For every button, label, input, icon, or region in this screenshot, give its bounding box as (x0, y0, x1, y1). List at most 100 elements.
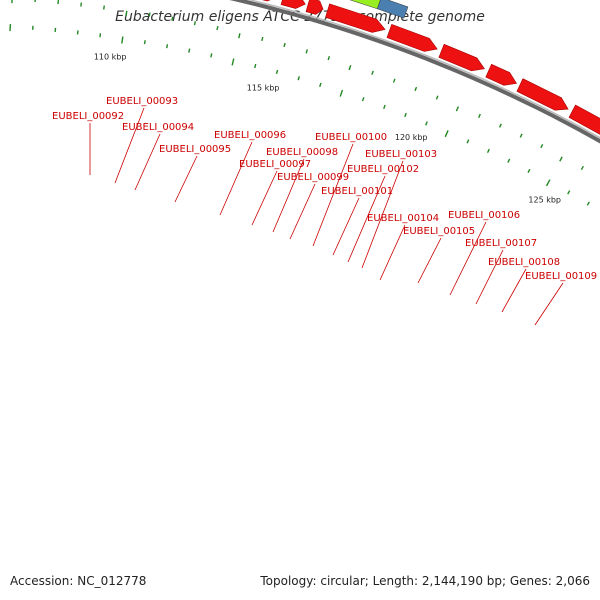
scale-tick-inner (540, 143, 544, 149)
feature-blocks-track (349, 0, 409, 19)
cds-arrow (568, 104, 600, 135)
leader-line (174, 155, 198, 203)
scale-tick-outer (166, 44, 169, 49)
gene-label: EUBELI_00092 (52, 111, 124, 122)
scale-tick-inner (348, 65, 352, 71)
scale-label: 115 kbp (247, 84, 280, 93)
cds-arrows-track (261, 0, 600, 135)
gene-label: EUBELI_00101 (321, 186, 393, 197)
scale-tick-outer (121, 36, 124, 44)
gene-label: EUBELI_00095 (159, 144, 231, 155)
leader-line (361, 160, 404, 269)
scale-tick-outer (99, 33, 102, 38)
scale-tick-outer (231, 58, 235, 66)
cds-arrow (485, 63, 517, 86)
scale-tick-inner (392, 78, 396, 83)
scale-tick-outer (297, 76, 300, 81)
label-leader-lines (89, 107, 564, 326)
scale-tick-inner (478, 113, 481, 119)
scale-tick-inner (103, 5, 105, 10)
scale-tick-inner (327, 56, 331, 61)
scale-tick-outer (210, 53, 213, 58)
gene-label: EUBELI_00099 (277, 172, 349, 183)
cds-arrow (438, 43, 485, 72)
backbone-line (229, 0, 600, 144)
scale-tick-inner (498, 123, 502, 128)
backbone-highlight (247, 0, 600, 139)
leader-line (251, 170, 278, 226)
gene-label: EUBELI_00100 (315, 132, 387, 143)
scale-tick-outer (383, 104, 386, 110)
leader-line (417, 237, 442, 284)
leader-line (379, 224, 406, 281)
leader-line (114, 107, 145, 184)
scale-tick-inner (305, 49, 308, 54)
scale-tick-inner (414, 86, 418, 92)
gene-label: EUBELI_00097 (239, 159, 311, 170)
accession-text: Accession: NC_012778 (10, 574, 147, 588)
scale-tick-inner (261, 36, 264, 42)
scale-tick-outer (425, 121, 428, 126)
scale-tick-inner (435, 95, 439, 100)
scale-tick-outer (275, 69, 279, 75)
scale-tick-outer (466, 139, 470, 144)
leader-line (272, 158, 305, 233)
cds-arrow (261, 0, 271, 2)
gene-label: EUBELI_00102 (347, 164, 419, 175)
gene-label: EUBELI_00096 (214, 130, 286, 141)
gene-label: EUBELI_00093 (106, 96, 178, 107)
leader-line (312, 143, 354, 247)
cds-arrow (280, 0, 306, 9)
gene-label: EUBELI_00105 (403, 226, 475, 237)
leader-line (501, 268, 527, 313)
gene-labels: EUBELI_00092 EUBELI_00093 EUBELI_00094 EUBE… (52, 96, 597, 282)
scale-tick-inner (580, 165, 584, 171)
scale-tick-inner (148, 12, 151, 17)
scale-label: 125 kbp (528, 196, 561, 205)
scale-tick-inner (519, 133, 523, 138)
scale-tick-inner (559, 156, 563, 162)
leader-line (134, 133, 161, 191)
scale-tick-inner (125, 10, 128, 16)
scale-tick-outer (339, 89, 344, 97)
scale-label: 110 kbp (94, 52, 127, 61)
scale-tick-outer (361, 97, 365, 102)
scale-tick-outer (486, 148, 490, 154)
scale-tick-outer (254, 63, 257, 69)
scale-tick-outer (319, 82, 322, 87)
cds-arrow (386, 24, 438, 52)
scale-tick-inner (283, 42, 286, 48)
leader-line (332, 197, 360, 256)
cds-arrow (325, 3, 386, 33)
cds-arrow (516, 78, 569, 111)
scale-tick-outer (143, 40, 146, 45)
gene-label: EUBELI_00106 (448, 210, 520, 221)
gene-label: EUBELI_00094 (122, 122, 194, 133)
scale-tick-inner (371, 70, 374, 75)
scale-tick-outer (527, 168, 531, 174)
scale-tick-inner (216, 25, 219, 31)
scale-tick-inner (193, 21, 197, 26)
leader-line (347, 175, 386, 263)
gene-label: EUBELI_00098 (266, 147, 338, 158)
scale-tick-inner (455, 106, 460, 112)
feature-block (376, 0, 409, 19)
scale-tick-outer (507, 158, 511, 163)
scale-tick-outer (567, 190, 571, 195)
feature-block (349, 0, 381, 10)
scale-tick-outer (586, 201, 590, 206)
leader-line (475, 249, 504, 305)
scale-tick-outer (444, 130, 449, 138)
scale-tick-inner (171, 16, 174, 21)
scale-label: 120 kbp (395, 133, 428, 142)
leader-line (534, 282, 564, 326)
backbone (229, 0, 600, 144)
scale-tick-outer (188, 48, 191, 53)
gene-label: EUBELI_00103 (365, 149, 437, 160)
gene-label: EUBELI_00109 (525, 271, 597, 282)
leader-line (449, 221, 487, 296)
scale-tick-outer (545, 179, 551, 187)
